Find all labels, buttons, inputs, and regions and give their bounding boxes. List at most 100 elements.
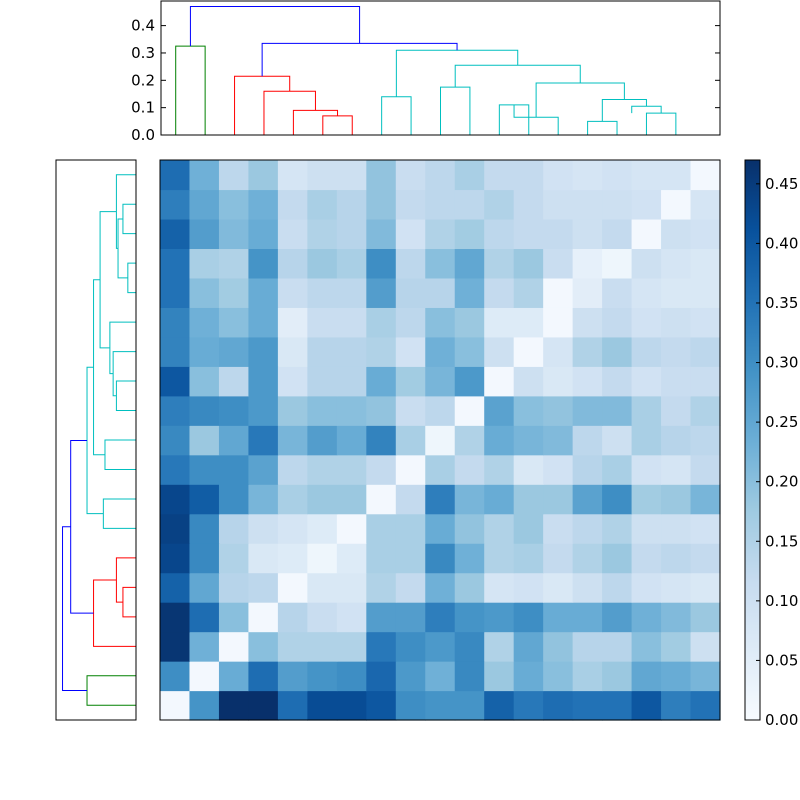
heatmap-cell — [690, 572, 721, 603]
heatmap-cell — [454, 484, 485, 515]
heatmap-cell — [661, 690, 692, 721]
left-dendrogram-frame — [55, 159, 137, 721]
heatmap-cell — [307, 631, 338, 662]
heatmap-cell — [661, 513, 692, 544]
heatmap-cell — [513, 690, 544, 721]
heatmap-cell — [543, 513, 574, 544]
heatmap-cell — [425, 189, 456, 220]
heatmap-cell — [484, 160, 515, 191]
left-dendrogram-link — [122, 203, 136, 235]
heatmap-cell — [189, 572, 220, 603]
heatmap-cell — [484, 513, 515, 544]
heatmap-cell — [307, 366, 338, 397]
heatmap-cell — [307, 218, 338, 250]
left-dendrogram-link — [112, 351, 136, 397]
left-dendrogram-link — [109, 321, 136, 375]
heatmap-cell — [189, 454, 220, 485]
heatmap-cell — [160, 631, 191, 662]
top-dendrogram-link — [645, 112, 677, 135]
heatmap-cell — [160, 248, 191, 279]
heatmap-cell — [425, 248, 456, 279]
heatmap-cell — [454, 454, 485, 485]
top-dendrogram-link — [440, 86, 471, 135]
heatmap-cell — [189, 307, 220, 338]
heatmap-cell — [218, 602, 250, 633]
colorbar-tick-label: 0.25 — [765, 413, 798, 431]
heatmap-cell — [307, 189, 338, 220]
heatmap-cell — [395, 484, 426, 515]
heatmap-cell — [160, 484, 191, 515]
heatmap-cell — [336, 395, 367, 426]
heatmap-cell — [631, 454, 662, 485]
heatmap-cell — [366, 543, 397, 574]
heatmap-cell — [277, 395, 308, 426]
heatmap-cell — [307, 425, 338, 456]
left-dendrogram-link — [104, 439, 136, 470]
heatmap-cell — [248, 572, 279, 603]
heatmap-cell — [602, 572, 633, 603]
heatmap-cell — [661, 248, 692, 279]
heatmap-cell — [189, 484, 220, 515]
heatmap-cell — [395, 189, 426, 220]
heatmap-cell — [366, 336, 397, 367]
heatmap-cell — [218, 189, 250, 220]
top-dendrogram-link — [261, 42, 458, 77]
heatmap-cell — [484, 602, 515, 633]
heatmap-cell — [218, 513, 250, 544]
heatmap-cell — [160, 307, 191, 338]
heatmap-cell — [661, 661, 692, 692]
heatmap-cell — [189, 366, 220, 397]
heatmap-cell — [395, 454, 426, 485]
heatmap-cell — [248, 484, 279, 515]
heatmap-cell — [307, 248, 338, 279]
top-dendrogram-link — [175, 45, 206, 135]
heatmap-cell — [248, 425, 279, 456]
heatmap-cell — [572, 277, 603, 308]
heatmap-cell — [690, 248, 721, 279]
heatmap-cell — [160, 690, 191, 721]
heatmap-cell — [277, 602, 308, 633]
heatmap-cell — [218, 543, 250, 574]
heatmap-cell — [484, 454, 515, 485]
heatmap-cell — [395, 513, 426, 544]
heatmap-cell — [395, 602, 426, 633]
heatmap-cell — [602, 631, 633, 662]
heatmap-cell — [218, 631, 250, 662]
heatmap-cell — [661, 160, 692, 191]
left-dendrogram-link — [122, 586, 136, 618]
heatmap-cell — [454, 248, 485, 279]
left-dendrogram-link — [127, 262, 136, 294]
heatmap-cell — [513, 160, 544, 191]
colorbar-tick-label: 0.00 — [765, 711, 798, 729]
heatmap-cell — [661, 572, 692, 603]
heatmap-cell — [218, 484, 250, 515]
heatmap-cell — [513, 454, 544, 485]
top-dendrogram-link — [535, 82, 625, 118]
heatmap-cell — [543, 425, 574, 456]
left-dendrogram-link — [115, 174, 136, 249]
heatmap-cell — [160, 160, 191, 191]
heatmap-cell — [277, 218, 308, 250]
heatmap-cell — [248, 690, 279, 721]
colorbar-tick-label: 0.05 — [765, 651, 798, 669]
top-dendrogram-link — [381, 96, 412, 135]
heatmap-cell — [513, 395, 544, 426]
heatmap-cell — [336, 425, 367, 456]
heatmap-cell — [572, 366, 603, 397]
colorbar-tick-label: 0.40 — [765, 234, 798, 252]
heatmap-cell — [572, 572, 603, 603]
heatmap-cell — [336, 661, 367, 692]
heatmap-cell — [513, 661, 544, 692]
top-dendrogram — [175, 5, 677, 135]
heatmap-cell — [661, 336, 692, 367]
heatmap-cell — [307, 307, 338, 338]
heatmap-cell — [336, 602, 367, 633]
heatmap-cell — [513, 572, 544, 603]
heatmap-cell — [543, 661, 574, 692]
heatmap-cell — [454, 395, 485, 426]
left-dendrogram-link — [70, 439, 94, 614]
heatmap-cell — [218, 395, 250, 426]
heatmap-cell — [543, 690, 574, 721]
heatmap-cell — [366, 602, 397, 633]
